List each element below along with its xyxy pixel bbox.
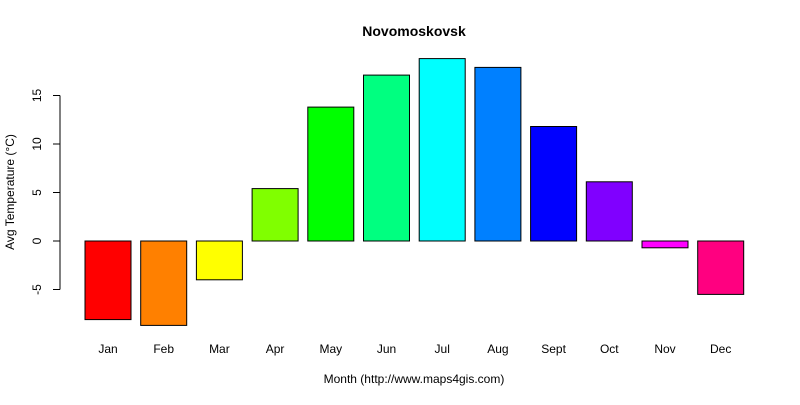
x-tick-labels: Jan Feb Mar Apr May Jun Jul Aug Sept Oct Nov Dec: [98, 342, 731, 356]
bar-feb: [140, 240, 188, 326]
x-tick-label: May: [319, 342, 342, 356]
y-axis: -5 0 5 10 15: [30, 89, 61, 295]
x-tick-label: Nov: [654, 342, 675, 356]
x-tick-label: Aug: [487, 342, 508, 356]
y-tick-label: 5: [30, 189, 44, 196]
bar-nov: [641, 240, 689, 249]
y-axis-label: Avg Temperature (°C): [3, 134, 17, 250]
x-tick-label: Oct: [600, 342, 619, 356]
y-tick-label: 10: [30, 137, 44, 151]
x-tick-label: Sept: [541, 342, 566, 356]
bars-group: [84, 58, 745, 326]
bar-may: [307, 106, 355, 242]
x-axis-label: Month (http://www.maps4gis.com): [324, 372, 505, 386]
bar-aug: [474, 66, 522, 242]
chart-title: Novomoskovsk: [362, 23, 466, 39]
bar-mar: [195, 240, 243, 281]
y-tick-label: 0: [30, 237, 44, 244]
bar-apr: [251, 188, 299, 242]
x-tick-label: Dec: [710, 342, 731, 356]
bar-sept: [530, 126, 578, 242]
y-tick-label: -5: [30, 284, 44, 295]
bar-oct: [585, 181, 633, 242]
bar-dec: [697, 240, 745, 295]
x-tick-label: Jan: [98, 342, 117, 356]
x-tick-label: Jun: [377, 342, 396, 356]
x-tick-label: Feb: [153, 342, 174, 356]
x-tick-label: Apr: [266, 342, 285, 356]
y-tick-label: 15: [30, 89, 44, 103]
bar-jun: [363, 74, 410, 242]
bar-jan: [84, 240, 132, 321]
x-tick-label: Mar: [209, 342, 230, 356]
x-tick-label: Jul: [435, 342, 450, 356]
bar-jul: [418, 58, 466, 242]
